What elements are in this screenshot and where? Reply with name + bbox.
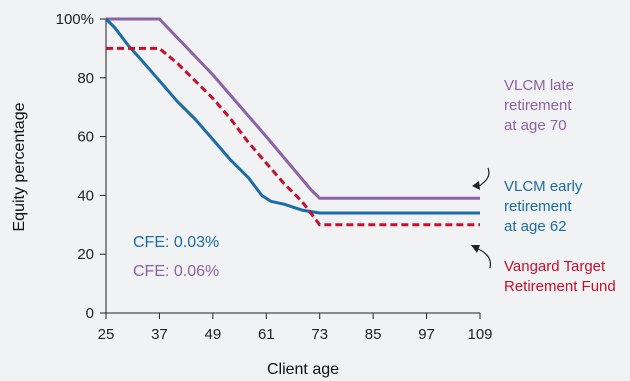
y-tick-label: 0 <box>86 305 94 322</box>
x-tick-label: 61 <box>258 326 275 343</box>
series-label-early: VLCM early retirement at age 62 <box>504 178 583 235</box>
chart-series <box>104 17 480 227</box>
y-tick-label: 80 <box>77 70 94 87</box>
series-line-target <box>106 46 480 227</box>
callout-arrow-late <box>472 167 490 190</box>
callout-arrow-target <box>471 245 492 269</box>
x-tick-label: 109 <box>467 326 492 343</box>
y-tick-label: 20 <box>77 246 94 263</box>
x-tick-label: 37 <box>151 326 168 343</box>
chart-axes: 0 20 40 60 80 100% 25 37 49 61 73 85 97 109 <box>56 11 493 343</box>
y-tick-label: 40 <box>77 187 94 204</box>
series-line-early <box>104 17 480 215</box>
x-axis-label: Client age <box>267 361 339 378</box>
series-labels: VLCM late retirement at age 70 VLCM early re… <box>504 77 616 295</box>
x-tick-label: 49 <box>205 326 222 343</box>
y-tick-label: 100% <box>56 11 94 28</box>
x-tick-label: 85 <box>365 326 382 343</box>
x-tick-label: 97 <box>418 326 435 343</box>
cfe-early-annotation: CFE: 0.03% <box>133 234 219 251</box>
y-tick-label: 60 <box>77 129 94 146</box>
x-tick-label: 73 <box>311 326 328 343</box>
cfe-late-annotation: CFE: 0.06% <box>133 263 219 280</box>
x-tick-label: 25 <box>98 326 115 343</box>
y-axis-label: Equity percentage <box>11 102 28 231</box>
series-label-late: VLCM late retirement at age 70 <box>504 77 574 134</box>
series-line-late <box>106 17 480 200</box>
series-label-target: Vangard Target Retirement Fund <box>504 258 616 295</box>
